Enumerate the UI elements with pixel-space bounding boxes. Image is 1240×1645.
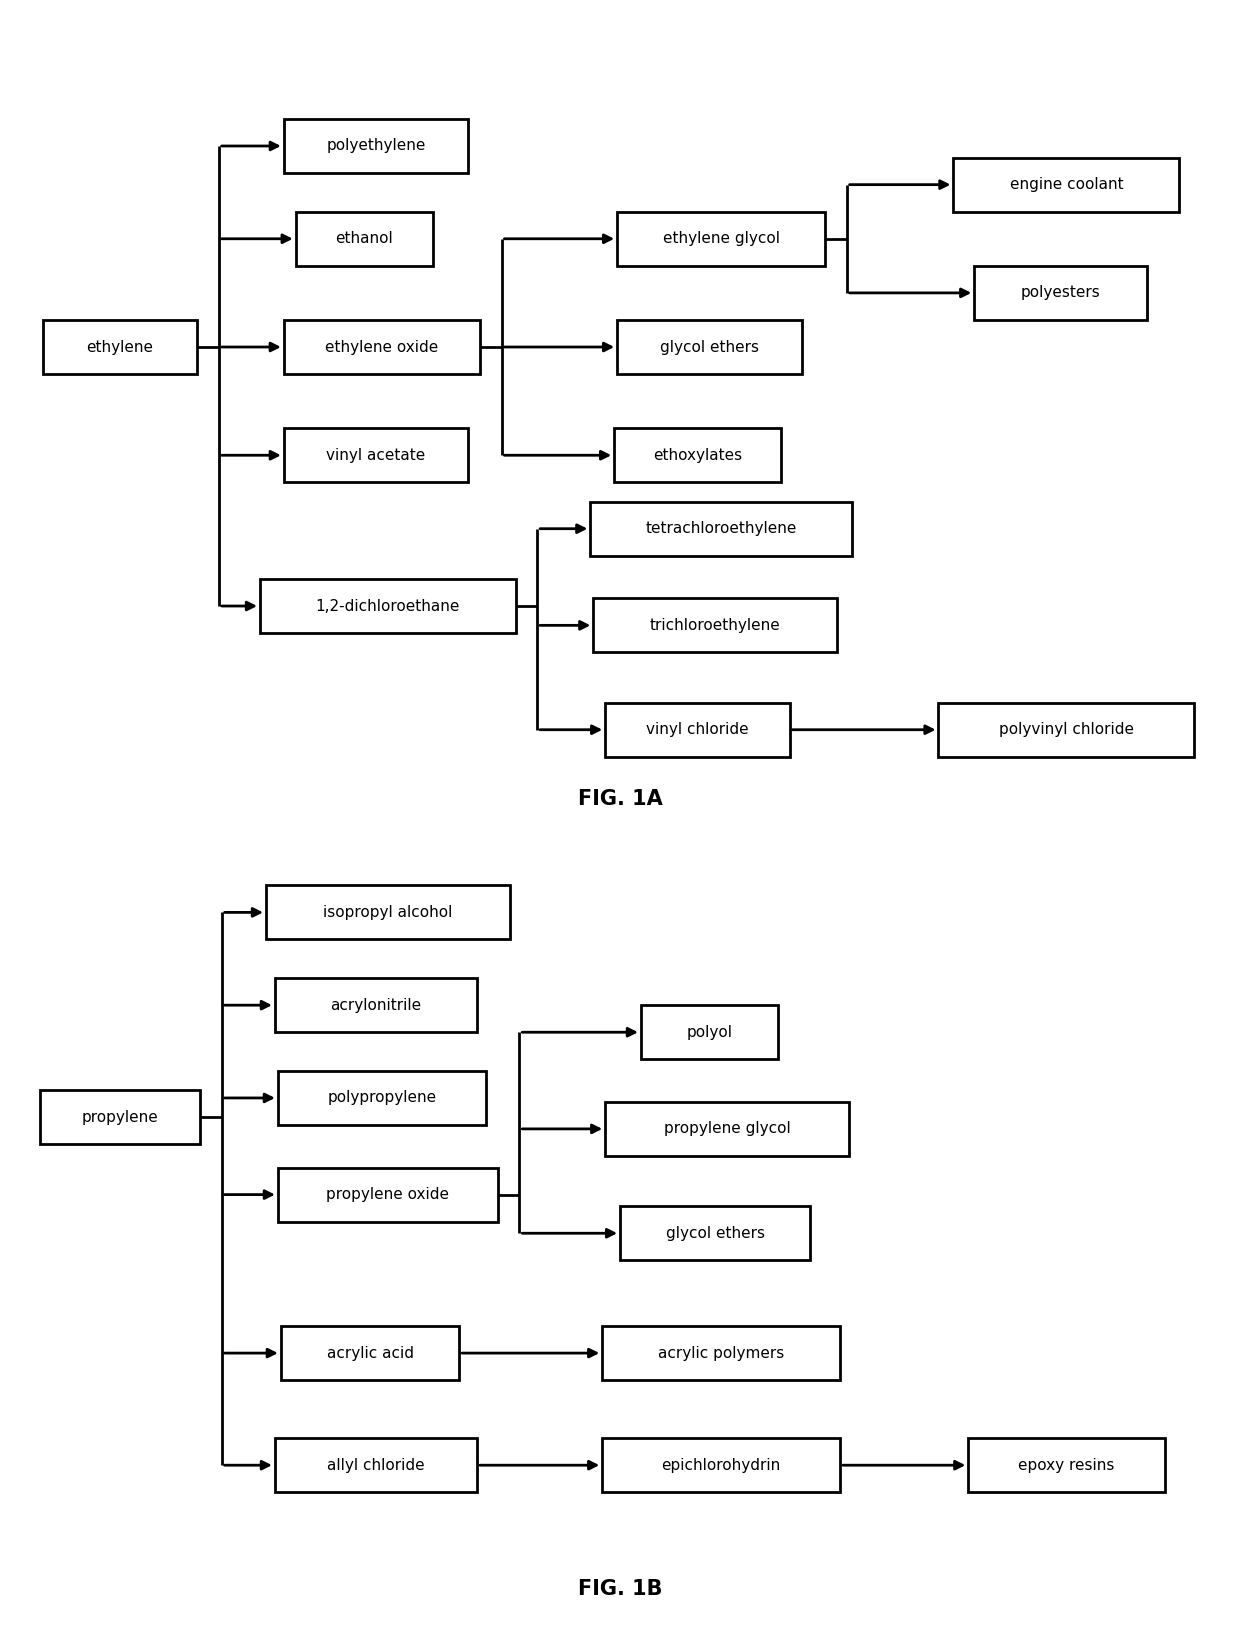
Text: ethanol: ethanol [335,232,393,247]
Text: epoxy resins: epoxy resins [1018,1457,1115,1472]
Bar [968,1438,1164,1492]
Text: FIG. 1B: FIG. 1B [578,1579,662,1599]
Bar [278,1168,498,1222]
Bar [618,212,826,266]
Text: epichlorohydrin: epichlorohydrin [662,1457,781,1472]
Bar [614,428,781,482]
Bar [278,1071,486,1125]
Bar [280,1326,459,1380]
Bar [939,702,1194,757]
Bar [275,1438,477,1492]
Bar [295,212,433,266]
Bar [618,319,801,373]
Bar [641,1005,777,1059]
Text: propylene: propylene [82,1110,159,1125]
Text: glycol ethers: glycol ethers [660,339,759,355]
Text: FIG. 1A: FIG. 1A [578,790,662,809]
Text: acrylic acid: acrylic acid [326,1346,413,1360]
Text: ethylene oxide: ethylene oxide [325,339,439,355]
Text: glycol ethers: glycol ethers [666,1226,765,1240]
Text: polyol: polyol [686,1025,733,1040]
Bar [284,118,469,173]
Bar [284,319,480,373]
Text: vinyl acetate: vinyl acetate [326,447,425,462]
Text: propylene oxide: propylene oxide [326,1188,449,1202]
Text: propylene glycol: propylene glycol [663,1122,791,1137]
Bar [603,1438,841,1492]
Bar [603,1326,841,1380]
Text: ethylene: ethylene [87,339,154,355]
Text: acrylonitrile: acrylonitrile [330,997,422,1013]
Bar [620,1206,811,1260]
Text: tetrachloroethylene: tetrachloroethylene [646,521,797,536]
Bar [593,599,837,653]
Text: engine coolant: engine coolant [1009,178,1123,192]
Text: polyethylene: polyethylene [326,138,425,153]
Text: ethylene glycol: ethylene glycol [662,232,780,247]
Text: polyvinyl chloride: polyvinyl chloride [999,722,1133,737]
Bar [954,158,1179,212]
Bar [265,885,510,939]
Bar [42,319,197,373]
Bar [275,979,477,1033]
Text: polyesters: polyesters [1021,285,1100,301]
Text: polypropylene: polypropylene [327,1091,436,1105]
Text: isopropyl alcohol: isopropyl alcohol [324,905,453,920]
Text: allyl chloride: allyl chloride [327,1457,425,1472]
Bar [260,579,516,633]
Text: acrylic polymers: acrylic polymers [658,1346,785,1360]
Bar [40,1091,201,1145]
Text: 1,2-dichloroethane: 1,2-dichloroethane [316,599,460,614]
Text: trichloroethylene: trichloroethylene [650,619,781,633]
Bar [975,266,1147,319]
Bar [284,428,469,482]
Bar [605,702,790,757]
Text: ethoxylates: ethoxylates [652,447,742,462]
Bar [605,1102,849,1156]
Text: vinyl chloride: vinyl chloride [646,722,749,737]
Bar [590,502,852,556]
